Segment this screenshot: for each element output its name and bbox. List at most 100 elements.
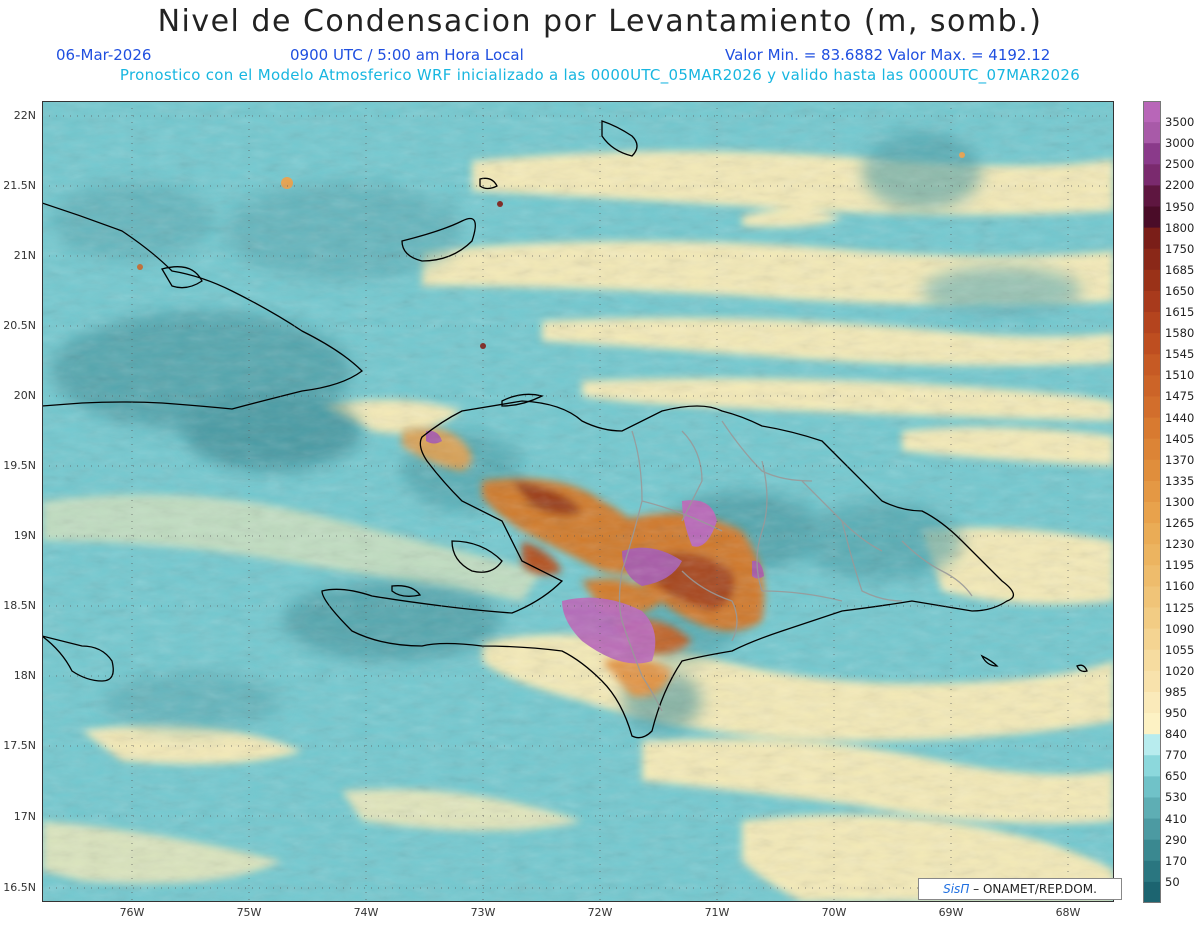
- colorbar-swatch: [1143, 544, 1161, 566]
- colorbar-label: 1405: [1165, 431, 1195, 446]
- colorbar-label: 1545: [1165, 347, 1195, 362]
- colorbar-swatch: [1143, 734, 1161, 756]
- colorbar-label: 1685: [1165, 262, 1195, 277]
- colorbar-label: 1950: [1165, 199, 1195, 214]
- colorbar-label: 1125: [1165, 600, 1195, 615]
- colorbar-swatch: [1143, 776, 1161, 798]
- colorbar-label: 1265: [1165, 516, 1195, 531]
- lon-label-73w: 73W: [470, 906, 496, 919]
- lon-label-76w: 76W: [119, 906, 145, 919]
- forecast-model-line: Pronostico con el Modelo Atmosferico WRF…: [119, 66, 1081, 84]
- colorbar-swatch: [1143, 607, 1161, 630]
- colorbar-label: 650: [1165, 769, 1187, 784]
- colorbar-label: 985: [1165, 684, 1187, 699]
- colorbar-swatch: [1143, 691, 1161, 714]
- colorbar-swatch: [1143, 417, 1161, 440]
- colorbar-label: 770: [1165, 748, 1187, 763]
- colorbar-label: 3000: [1165, 136, 1195, 151]
- colorbar-label: 840: [1165, 727, 1187, 742]
- colorbar-swatch: [1143, 354, 1161, 376]
- colorbar-label: 290: [1165, 832, 1187, 847]
- colorbar-label: 1580: [1165, 326, 1195, 341]
- lat-label-22n: 22N: [13, 109, 36, 122]
- lat-label-18-5n: 18.5N: [3, 599, 36, 612]
- colorbar-label: 1300: [1165, 495, 1195, 509]
- colorbar-label: 950: [1165, 706, 1187, 721]
- colorbar-label: 1160: [1165, 579, 1195, 594]
- colorbar-swatch: [1143, 565, 1161, 587]
- colorbar-swatch: [1143, 269, 1161, 292]
- lat-label-16-5n: 16.5N: [3, 881, 36, 894]
- value-min-max: Valor Min. = 83.6882 Valor Max. = 4192.1…: [725, 46, 1051, 64]
- colorbar-swatch: [1143, 206, 1161, 229]
- lon-label-74w: 74W: [353, 906, 379, 919]
- colorbar-label: 1090: [1165, 621, 1195, 636]
- colorbar-label: 50: [1165, 874, 1180, 889]
- lat-label-17-5n: 17.5N: [3, 739, 36, 752]
- colorbar-swatch: [1143, 396, 1161, 419]
- colorbar-swatch: [1143, 881, 1161, 903]
- colorbar-swatch: [1143, 797, 1161, 820]
- colorbar-label: 1615: [1165, 305, 1195, 320]
- colorbar-swatch: [1143, 713, 1161, 735]
- lon-label-69w: 69W: [938, 906, 964, 919]
- colorbar-swatch: [1143, 502, 1161, 524]
- colorbar-swatch: [1143, 459, 1161, 482]
- colorbar-swatch: [1143, 755, 1161, 777]
- map-title: Nivel de Condensacion por Levantamiento …: [157, 4, 1043, 39]
- colorbar-label: 1335: [1165, 473, 1195, 488]
- colorbar-swatch: [1143, 164, 1161, 186]
- colorbar-swatch: [1143, 628, 1161, 651]
- colorbar-swatch: [1143, 839, 1161, 862]
- colorbar-swatch: [1143, 818, 1161, 841]
- colorbar-swatch: [1143, 523, 1161, 545]
- sispi-logo: SisΠ: [943, 882, 970, 896]
- colorbar-label: 1370: [1165, 452, 1195, 467]
- colorbar-swatch: [1143, 438, 1161, 461]
- colorbar-swatch: [1143, 670, 1161, 693]
- colorbar-swatch: [1143, 290, 1161, 313]
- lat-label-21n: 21N: [13, 249, 36, 262]
- colorbar-label: 530: [1165, 790, 1187, 805]
- colorbar-label: 1440: [1165, 410, 1195, 425]
- lat-label-19n: 19N: [13, 529, 36, 542]
- lat-label-20-5n: 20.5N: [3, 319, 36, 332]
- colorbar-swatch: [1143, 227, 1161, 250]
- colorbar-label: 170: [1165, 853, 1187, 868]
- colorbar-swatch: [1143, 586, 1161, 609]
- colorbar: [1143, 101, 1161, 903]
- lat-label-20n: 20N: [13, 389, 36, 402]
- colorbar-label: 1650: [1165, 283, 1195, 298]
- colorbar-swatch: [1143, 860, 1161, 883]
- lat-label-18n: 18N: [13, 669, 36, 682]
- colorbar-label: 1800: [1165, 220, 1195, 235]
- colorbar-label: 1510: [1165, 368, 1195, 383]
- colorbar-swatch: [1143, 185, 1161, 208]
- lat-label-21-5n: 21.5N: [3, 179, 36, 192]
- colorbar-swatch: [1143, 649, 1161, 672]
- colorbar-label: 1230: [1165, 537, 1195, 552]
- colorbar-swatch: [1143, 122, 1161, 144]
- colorbar-label: 410: [1165, 811, 1187, 826]
- colorbar-swatch: [1143, 312, 1161, 334]
- lon-label-68w: 68W: [1055, 906, 1081, 919]
- colorbar-label: 2500: [1165, 157, 1195, 172]
- colorbar-label: 1055: [1165, 642, 1195, 657]
- map-panel[interactable]: [42, 101, 1114, 902]
- colorbar-label: 1750: [1165, 241, 1195, 256]
- lat-label-19-5n: 19.5N: [3, 459, 36, 472]
- colorbar-label: 1020: [1165, 663, 1195, 678]
- colorbar-swatch: [1143, 480, 1161, 503]
- credit-text: – ONAMET/REP.DOM.: [973, 882, 1097, 896]
- colorbar-swatch: [1143, 375, 1161, 397]
- colorbar-swatch: [1143, 101, 1161, 123]
- lat-label-17n: 17N: [13, 810, 36, 823]
- colorbar-label: 1475: [1165, 389, 1195, 404]
- colorbar-swatch: [1143, 333, 1161, 355]
- colorbar-label: 3500: [1165, 115, 1195, 130]
- lon-label-75w: 75W: [236, 906, 262, 919]
- credit-box: SisΠ – ONAMET/REP.DOM.: [918, 878, 1122, 900]
- colorbar-swatch: [1143, 248, 1161, 271]
- lon-label-72w: 72W: [587, 906, 613, 919]
- colorbar-swatch: [1143, 143, 1161, 165]
